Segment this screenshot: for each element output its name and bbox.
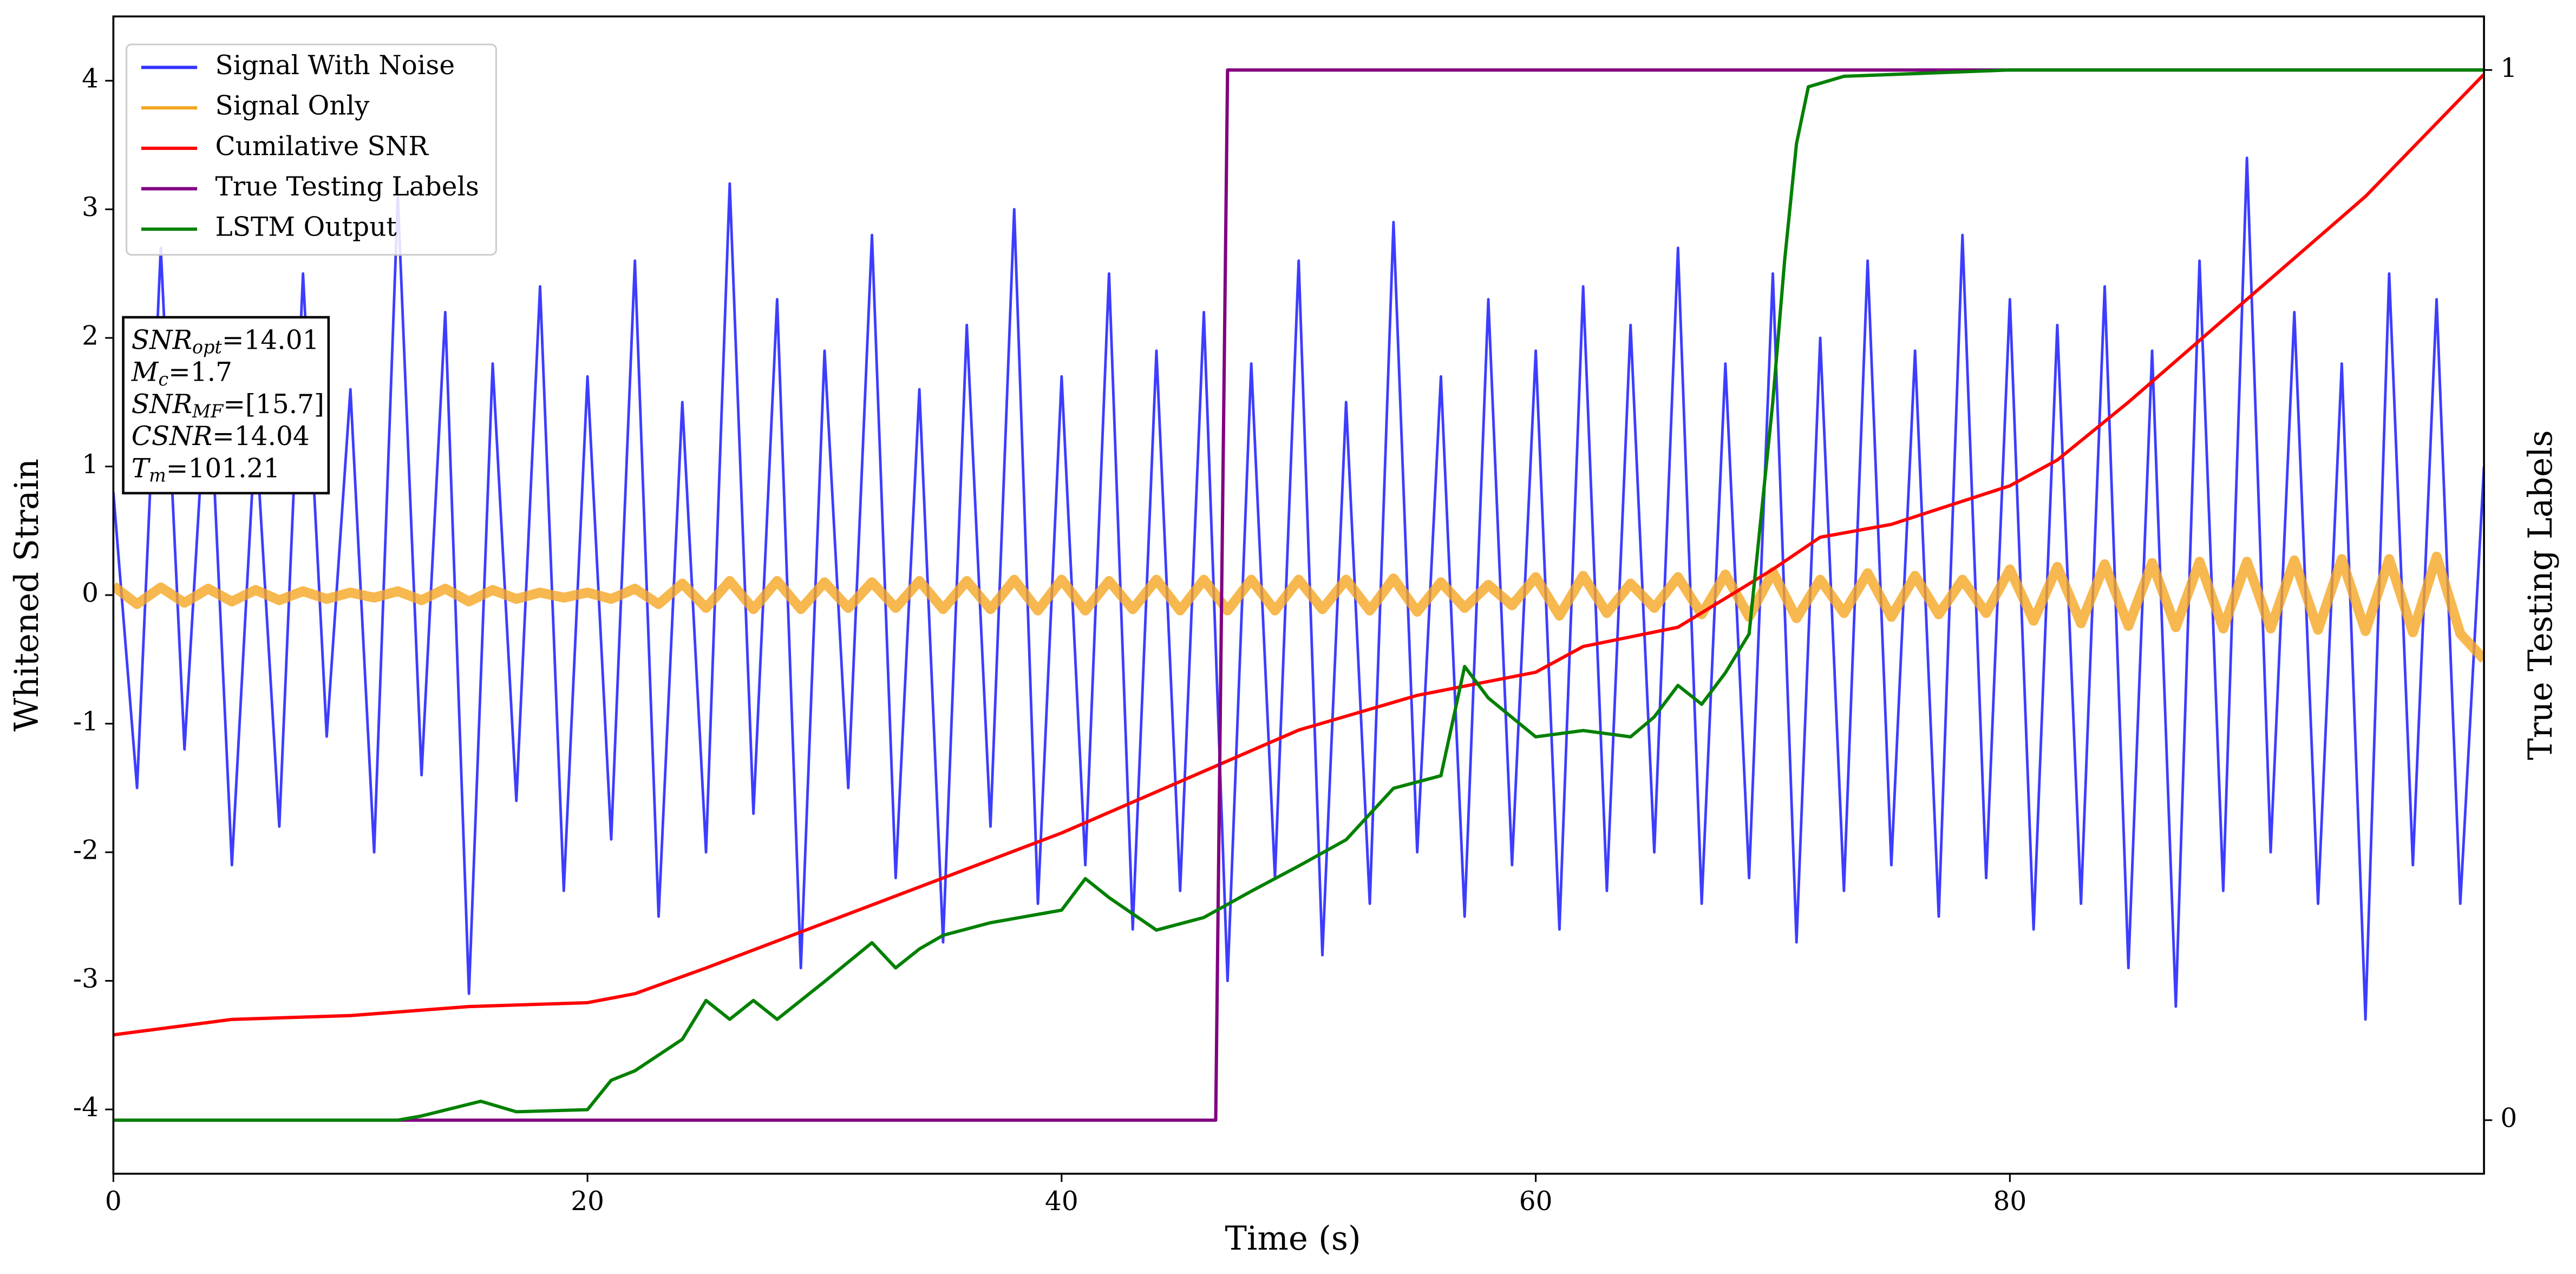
y-tick-label: 4 xyxy=(82,64,99,94)
x-axis-label: Time (s) xyxy=(1225,1220,1361,1258)
y2-axis-label: True Testing Labels xyxy=(2522,430,2560,760)
annotation-value: =101.21 xyxy=(166,453,280,484)
x-tick-label: 20 xyxy=(571,1186,604,1217)
annotation-value: =14.01 xyxy=(222,325,319,355)
y-tick-label: 3 xyxy=(82,192,99,223)
annotation-value: =1.7 xyxy=(168,357,232,387)
annotation-subscript: opt xyxy=(192,337,222,358)
y2-tick-label: 1 xyxy=(2500,53,2517,83)
y-tick-label: 0 xyxy=(82,578,99,609)
annotation-symbol: M xyxy=(131,357,159,387)
y-tick-label: -2 xyxy=(73,835,99,866)
annotation-symbol: T xyxy=(132,453,151,484)
legend-label: Signal With Noise xyxy=(215,50,455,81)
annotation-symbol: CSNR xyxy=(132,421,212,452)
annotation-value: =[15.7] xyxy=(223,389,324,419)
annotation-value: =14.04 xyxy=(212,421,310,452)
series-line xyxy=(113,73,2485,1037)
y-tick-label: 1 xyxy=(82,449,99,480)
y-tick-label: 2 xyxy=(82,321,99,351)
annotation-subscript: MF xyxy=(192,401,224,422)
x-tick-label: 0 xyxy=(105,1186,122,1217)
annotation-line: Tm=101.21 xyxy=(132,453,280,486)
annotation-line: Mc=1.7 xyxy=(131,357,232,390)
annotation-subscript: c xyxy=(158,369,168,390)
legend-label: Cumilative SNR xyxy=(215,131,429,161)
annotation-subscript: m xyxy=(149,465,166,486)
x-tick-label: 40 xyxy=(1045,1186,1078,1217)
plot-frame xyxy=(112,15,2485,1175)
series-line xyxy=(113,156,2485,1021)
annotation-symbol: SNR xyxy=(132,325,192,355)
legend-label: True Testing Labels xyxy=(215,172,479,202)
x-tick-label: 60 xyxy=(1519,1186,1553,1217)
series-line xyxy=(113,68,2485,1122)
series-line xyxy=(113,551,2485,663)
legend-label: LSTM Output xyxy=(215,212,397,243)
annotation-box xyxy=(122,316,330,495)
y-tick-label: -3 xyxy=(73,964,99,994)
annotation-symbol: SNR xyxy=(132,389,192,419)
annotation-line: CSNR=14.04 xyxy=(132,421,310,452)
y-tick-label: -1 xyxy=(73,707,99,737)
y2-tick-label: 0 xyxy=(2500,1103,2517,1133)
series-line xyxy=(113,68,2485,1122)
legend-label: Signal Only xyxy=(215,91,370,121)
y-axis-label: Whitened Strain xyxy=(8,459,46,731)
annotation-line: SNRopt=14.01 xyxy=(132,325,319,358)
annotation-line: SNRMF=[15.7] xyxy=(132,389,324,422)
legend-box xyxy=(126,43,497,256)
x-tick-label: 80 xyxy=(1993,1186,2026,1217)
y-tick-label: -4 xyxy=(73,1093,99,1123)
